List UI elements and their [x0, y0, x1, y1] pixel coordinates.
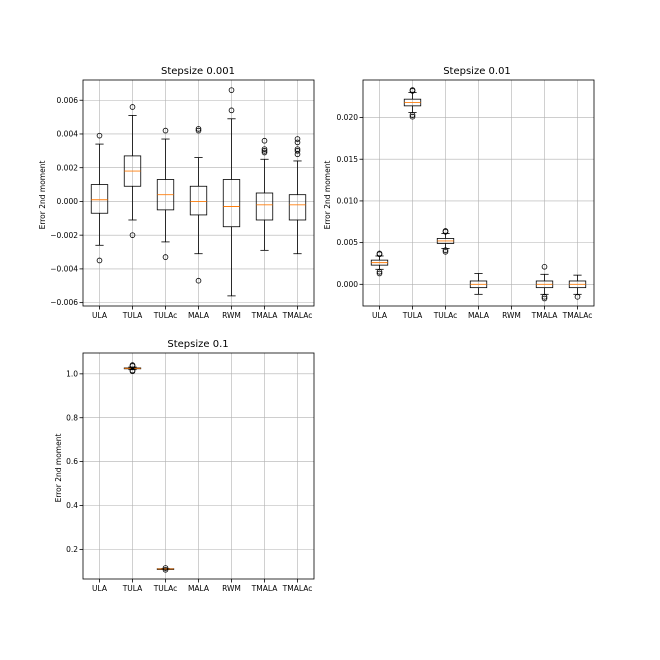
x-tick-label: TULA: [122, 584, 143, 593]
x-tick-label: MALA: [468, 311, 490, 320]
x-tick-label: TMALAc: [562, 311, 593, 320]
outlier-point: [541, 295, 548, 302]
outlier-point: [162, 565, 169, 571]
x-tick-label: TULAc: [153, 584, 178, 593]
y-tick-label: 0.000: [337, 280, 359, 289]
y-tick-label: 0.2: [66, 545, 78, 554]
outlier-point: [376, 269, 383, 275]
x-tick-label: ULA: [372, 311, 388, 320]
outlier-point: [376, 270, 383, 277]
y-tick-label: 0.004: [57, 130, 79, 139]
subplot-title: Stepsize 0.1: [167, 339, 228, 350]
outlier-point: [195, 126, 202, 132]
x-tick-label: TMALA: [251, 584, 279, 593]
x-tick-label: RWM: [222, 584, 241, 593]
outlier-point: [261, 149, 268, 156]
x-tick-label: ULA: [92, 311, 108, 320]
outlier-point: [162, 254, 169, 260]
outlier-point: [96, 132, 103, 139]
outlier-point: [228, 107, 235, 114]
outlier-point: [409, 112, 416, 118]
box-ula: [90, 184, 109, 214]
x-tick-label: TULA: [122, 311, 143, 320]
outlier-point: [129, 232, 136, 238]
outlier-point: [294, 136, 301, 142]
x-tick-label: TMALA: [531, 311, 559, 320]
x-tick-label: TULA: [402, 311, 423, 320]
x-tick-label: TULAc: [433, 311, 458, 320]
outlier-point: [195, 277, 202, 284]
box-rwm: [222, 179, 241, 228]
outlier-point: [129, 104, 136, 110]
subplot-title: Stepsize 0.001: [161, 66, 235, 77]
box-tmala: [255, 192, 274, 221]
outlier-point: [294, 146, 301, 152]
x-tick-label: TULAc: [153, 311, 178, 320]
y-tick-label: 1.0: [66, 369, 78, 378]
y-axis-label: Error 2nd moment: [54, 434, 63, 503]
x-tick-label: ULA: [92, 584, 108, 593]
x-tick-label: TMALAc: [282, 311, 313, 320]
y-tick-label: 0.4: [66, 501, 78, 510]
subplot-stepsize-01: Stepsize 0.1 Error 2nd moment 0.2 0.4 0.6 0…: [54, 339, 315, 593]
outlier-point: [541, 264, 548, 270]
outlier-point: [261, 148, 268, 154]
x-tick-label: RWM: [222, 311, 241, 320]
x-tick-label: TMALA: [251, 311, 279, 320]
outlier-point: [228, 87, 235, 93]
outlier-point: [442, 247, 449, 253]
y-tick-label: 0.006: [57, 96, 79, 105]
x-tick-label: RWM: [502, 311, 521, 320]
subplot-title: Stepsize 0.01: [443, 66, 511, 77]
subplot-stepsize-001: Stepsize 0.01 Error 2nd moment 0.000 0.00…: [323, 66, 595, 320]
outlier-point: [129, 362, 136, 368]
y-tick-label: 0.010: [337, 197, 359, 206]
outlier-point: [195, 127, 202, 134]
box-tmalac: [288, 194, 307, 221]
x-tick-label: MALA: [188, 311, 210, 320]
y-tick-label: 0.000: [57, 197, 79, 206]
outlier-point: [574, 294, 581, 300]
box-mala: [189, 185, 208, 216]
outlier-point: [409, 113, 416, 120]
y-tick-label: −0.004: [50, 264, 78, 273]
outlier-point: [442, 248, 449, 255]
y-tick-label: −0.002: [50, 231, 78, 240]
outlier-point: [376, 250, 383, 257]
y-tick-label: 0.6: [66, 457, 78, 466]
outlier-point: [294, 139, 301, 146]
outlier-point: [442, 228, 449, 234]
x-tick-label: TMALAc: [282, 584, 313, 593]
outlier-point: [294, 148, 301, 154]
y-axis-label: Error 2nd moment: [38, 161, 47, 230]
outlier-point: [541, 294, 548, 300]
x-tick-label: MALA: [188, 584, 210, 593]
y-tick-label: 0.002: [57, 163, 79, 172]
outlier-point: [162, 127, 169, 134]
subplot-stepsize-0001: Stepsize 0.001 Error 2nd moment −0.006 −0…: [38, 66, 315, 320]
outlier-point: [409, 87, 416, 93]
outlier-point: [162, 566, 169, 573]
y-tick-label: 0.020: [337, 113, 359, 122]
outlier-point: [261, 146, 268, 152]
y-tick-label: −0.006: [50, 298, 78, 307]
y-axis-label: Error 2nd moment: [323, 161, 332, 230]
y-tick-label: 0.015: [337, 155, 359, 164]
outlier-point: [261, 137, 268, 144]
y-tick-label: 0.005: [337, 238, 359, 247]
outlier-point: [96, 257, 103, 264]
y-tick-label: 0.8: [66, 413, 78, 422]
